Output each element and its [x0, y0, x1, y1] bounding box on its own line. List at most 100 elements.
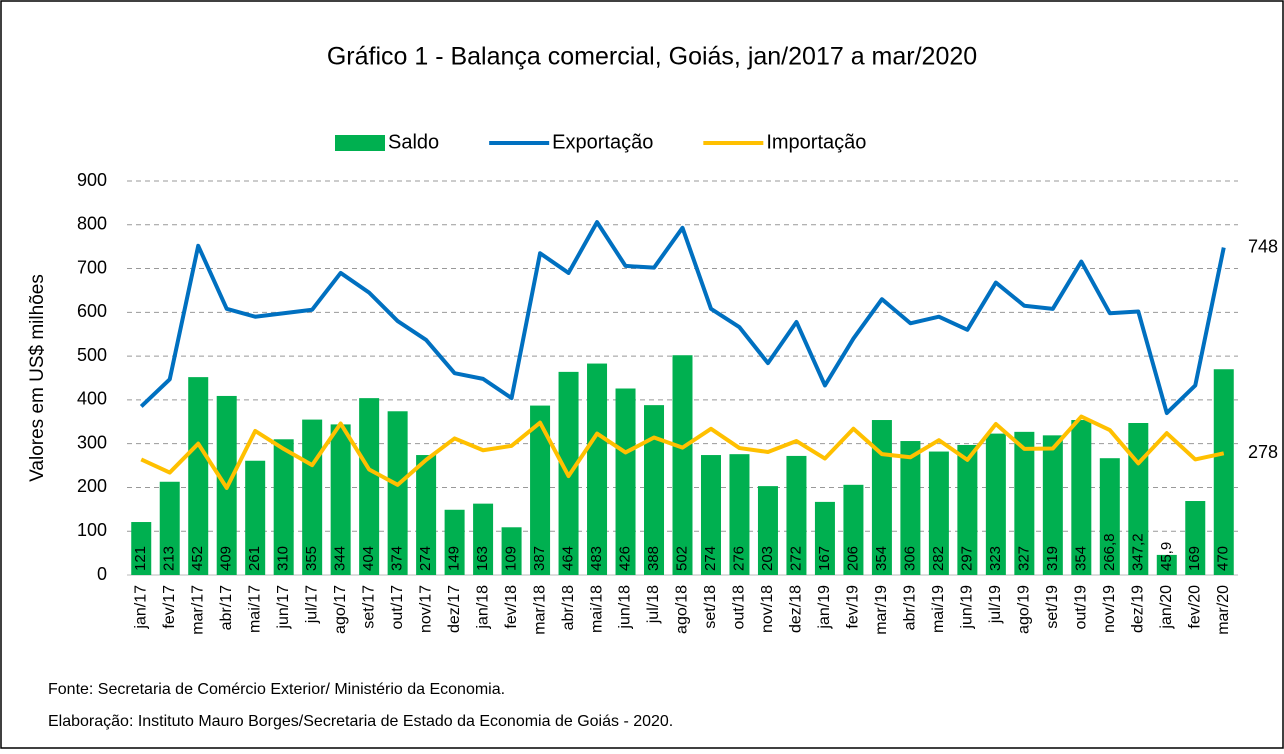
x-tick-label: set/19 — [1044, 585, 1061, 629]
y-tick-label: 0 — [97, 564, 107, 584]
x-tick-label: jul/18 — [645, 585, 662, 624]
x-tick-label: nov/18 — [759, 585, 776, 633]
x-tick-label: mar/20 — [1215, 585, 1232, 635]
x-tick-label: jul/17 — [303, 585, 320, 624]
x-tick-label: abr/18 — [560, 585, 577, 630]
line — [139, 220, 1226, 416]
end-label: 278 — [1248, 442, 1278, 462]
data-label: 274 — [702, 546, 719, 571]
data-label: 297 — [958, 546, 975, 571]
y-tick-label: 900 — [77, 170, 107, 190]
bar — [131, 522, 152, 575]
bar — [416, 455, 437, 575]
data-label: 206 — [844, 546, 861, 571]
x-tick-label: set/17 — [360, 585, 377, 629]
data-label: 355 — [303, 546, 320, 571]
x-tick-label: dez/18 — [788, 585, 805, 633]
x-tick-label: fev/17 — [161, 585, 178, 629]
data-label: 374 — [389, 546, 406, 571]
data-label: 272 — [787, 546, 804, 571]
bar — [330, 424, 351, 575]
x-tick-label: ago/17 — [332, 585, 349, 634]
y-tick-label: 600 — [77, 301, 107, 321]
bar — [644, 405, 665, 575]
data-label: 483 — [588, 546, 605, 571]
x-tick-label: jan/18 — [474, 585, 491, 630]
data-label: 354 — [1072, 546, 1089, 571]
x-tick-label: mai/18 — [588, 585, 605, 633]
y-tick-label: 400 — [77, 389, 107, 409]
x-tick-label: set/18 — [702, 585, 719, 629]
data-label: 470 — [1215, 546, 1232, 571]
bar — [729, 454, 750, 575]
data-label: 213 — [161, 546, 178, 571]
x-tick-label: ago/19 — [1016, 585, 1033, 634]
data-label: 354 — [873, 546, 890, 571]
bar — [159, 481, 180, 575]
data-label: 344 — [332, 546, 349, 571]
x-tick-label: dez/17 — [446, 585, 463, 633]
data-label: 149 — [446, 546, 463, 571]
data-label: 167 — [816, 546, 833, 571]
x-tick-label: jun/19 — [959, 585, 976, 630]
x-tick-label: nov/19 — [1101, 585, 1118, 633]
bar — [700, 455, 721, 575]
x-tick-label: mar/18 — [531, 585, 548, 635]
data-label: 323 — [987, 546, 1004, 571]
chart-title: Gráfico 1 - Balança comercial, Goiás, ja… — [327, 43, 977, 71]
data-label: 404 — [360, 546, 377, 571]
x-tick-label: jan/17 — [132, 585, 149, 630]
bar — [1156, 554, 1177, 575]
data-label: 388 — [645, 546, 662, 571]
data-label: 452 — [189, 546, 206, 571]
legend-swatch — [335, 135, 385, 151]
source: Fonte: Secretaria de Comércio Exterior/ … — [48, 681, 505, 698]
data-label: 276 — [730, 546, 747, 571]
x-tick-label: mar/19 — [873, 585, 890, 635]
bar — [387, 411, 408, 575]
bar — [530, 405, 551, 575]
bar — [188, 377, 209, 575]
data-label: 203 — [759, 546, 776, 571]
data-label: 45,9 — [1158, 542, 1175, 571]
y-tick-label: 700 — [77, 257, 107, 277]
credit: Elaboração: Instituto Mauro Borges/Secre… — [48, 713, 673, 730]
x-tick-label: nov/17 — [417, 585, 434, 633]
bar — [473, 503, 494, 575]
bar — [985, 433, 1006, 575]
bar — [1042, 435, 1063, 575]
x-tick-label: mai/17 — [246, 585, 263, 633]
x-tick-label: fev/19 — [845, 585, 862, 629]
bar — [814, 501, 835, 575]
bar — [871, 420, 892, 575]
x-tick-label: ago/18 — [674, 585, 691, 634]
bar — [273, 439, 294, 575]
x-tick-label: out/19 — [1073, 585, 1090, 630]
y-tick-label: 800 — [77, 214, 107, 234]
bar — [1099, 458, 1120, 575]
legend-label: Saldo — [388, 131, 439, 153]
bar — [900, 441, 921, 575]
data-label: 464 — [560, 546, 577, 571]
bar — [1128, 423, 1149, 575]
x-tick-label: dez/19 — [1130, 585, 1147, 633]
bar — [928, 451, 949, 575]
x-tick-label: mai/19 — [930, 585, 947, 633]
data-label: 319 — [1044, 546, 1061, 571]
bar — [359, 398, 380, 575]
legend-label: Importação — [766, 131, 866, 153]
y-tick-label: 100 — [77, 520, 107, 540]
data-label: 327 — [1015, 546, 1032, 571]
y-tick-label: 200 — [77, 476, 107, 496]
bar — [587, 363, 608, 575]
x-tick-label: jan/20 — [1158, 585, 1175, 630]
x-tick-label: jul/19 — [987, 585, 1004, 624]
bar — [1071, 420, 1092, 575]
bar — [672, 355, 693, 575]
x-tick-label: abr/19 — [902, 585, 919, 630]
data-label: 266,8 — [1101, 533, 1118, 571]
data-label: 169 — [1186, 546, 1203, 571]
bar — [786, 455, 807, 575]
